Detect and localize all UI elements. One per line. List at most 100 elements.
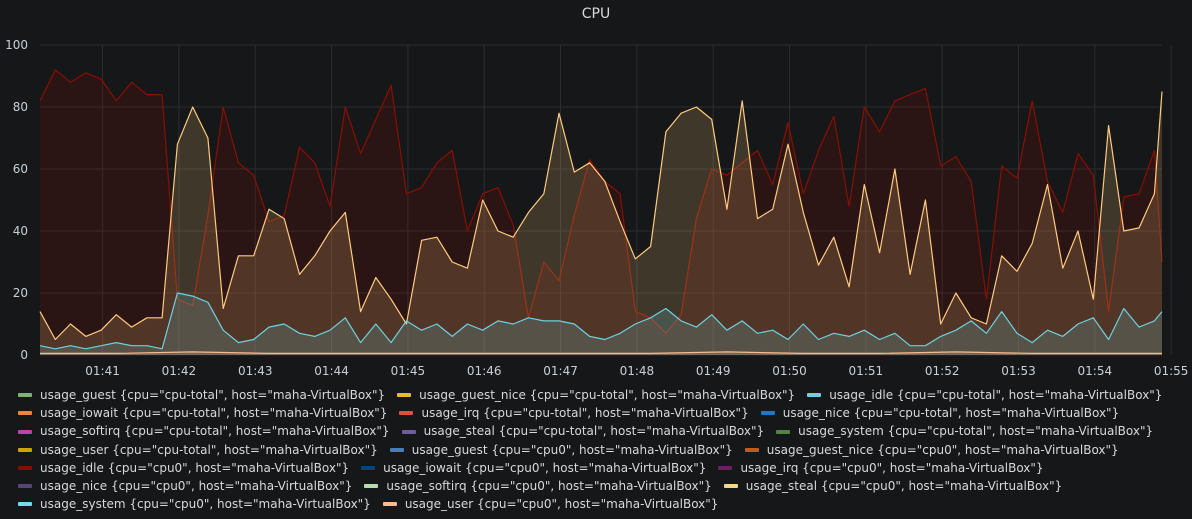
y-axis: 0 20 40 60 80 100 [5, 38, 28, 362]
legend-swatch [364, 484, 379, 489]
x-tick-label: 01:49 [696, 364, 731, 378]
legend-item[interactable]: usage_iowait {cpu="cpu-total", host="mah… [18, 404, 387, 422]
x-tick-label: 01:43 [238, 364, 273, 378]
legend-item[interactable]: usage_nice {cpu="cpu0", host="maha-Virtu… [18, 477, 352, 495]
legend-label: usage_guest {cpu="cpu0", host="maha-Virt… [411, 442, 733, 457]
x-tick-label: 01:47 [543, 364, 578, 378]
legend-item[interactable]: usage_iowait {cpu="cpu0", host="maha-Vir… [361, 459, 706, 477]
series-line-1[interactable] [39, 91, 1163, 341]
series-line-3[interactable] [40, 351, 1162, 354]
series-area-0 [40, 69, 1162, 356]
legend-swatch [401, 429, 416, 434]
legend-item[interactable]: usage_steal {cpu="cpu-total", host="maha… [401, 422, 765, 440]
legend-item[interactable]: usage_user {cpu="cpu-total", host="maha-… [18, 441, 378, 459]
legend-swatch [776, 429, 791, 434]
legend-swatch [397, 393, 412, 398]
legend-swatch [760, 411, 775, 416]
x-tick-label: 01:52 [925, 364, 960, 378]
legend-swatch [389, 447, 404, 452]
legend-swatch [18, 465, 32, 470]
legend-label: usage_system {cpu="cpu0", host="maha-Vir… [40, 497, 371, 512]
series-area-1 [40, 91, 1162, 355]
legend-swatch [18, 411, 32, 416]
x-tick-label: 01:48 [620, 364, 655, 378]
legend-label: usage_steal {cpu="cpu0", host="maha-Virt… [745, 479, 1063, 494]
legend-swatch [18, 393, 32, 398]
legend-item[interactable]: usage_softirq {cpu="cpu-total", host="ma… [18, 422, 390, 440]
legend-item[interactable]: usage_system {cpu="cpu0", host="maha-Vir… [18, 495, 371, 513]
legend-label: usage_softirq {cpu="cpu0", host="maha-Vi… [386, 479, 712, 494]
legend-label: usage_guest_nice {cpu="cpu-total", host=… [419, 388, 796, 402]
legend-row: usage_idle {cpu="cpu0", host="maha-Virtu… [18, 459, 1188, 477]
legend-row: usage_system {cpu="cpu0", host="maha-Vir… [18, 495, 1188, 513]
legend-item[interactable]: usage_steal {cpu="cpu0", host="maha-Virt… [723, 477, 1063, 495]
legend-item[interactable]: usage_idle {cpu="cpu0", host="maha-Virtu… [18, 459, 349, 477]
x-tick-label: 01:42 [162, 364, 197, 378]
series-area-2 [40, 293, 1162, 355]
series-layer [39, 69, 1163, 356]
chart-grid [40, 44, 1172, 356]
legend-label: usage_idle {cpu="cpu-total", host="maha-… [829, 388, 1163, 402]
legend-swatch [18, 484, 32, 489]
legend-item[interactable]: usage_guest_nice {cpu="cpu-total", host=… [397, 386, 795, 404]
x-axis: 01:41 01:42 01:43 01:44 01:45 01:46 01:47 01:48… [85, 364, 1188, 378]
y-tick-label: 60 [13, 162, 28, 176]
legend-swatch [361, 465, 376, 470]
legend-label: usage_steal {cpu="cpu-total", host="maha… [423, 424, 765, 439]
y-tick-label: 20 [13, 286, 28, 300]
legend-item[interactable]: usage_softirq {cpu="cpu0", host="maha-Vi… [364, 477, 712, 495]
legend-item[interactable]: usage_nice {cpu="cpu-total", host="maha-… [760, 404, 1120, 422]
legend-label: usage_iowait {cpu="cpu0", host="maha-Vir… [383, 460, 707, 475]
legend-row: usage_softirq {cpu="cpu-total", host="ma… [18, 422, 1188, 440]
legend-item[interactable]: usage_idle {cpu="cpu-total", host="maha-… [807, 386, 1162, 404]
legend-row: usage_guest {cpu="cpu-total", host="maha… [18, 386, 1188, 404]
x-tick-label: 01:55 [1154, 364, 1189, 378]
legend-label: usage_iowait {cpu="cpu-total", host="mah… [40, 406, 388, 421]
legend-item[interactable]: usage_user {cpu="cpu0", host="maha-Virtu… [382, 495, 719, 513]
x-tick-label: 01:41 [85, 364, 120, 378]
legend-row: usage_iowait {cpu="cpu-total", host="mah… [18, 404, 1188, 422]
legend-item[interactable]: usage_system {cpu="cpu-total", host="mah… [776, 422, 1153, 440]
legend-item[interactable]: usage_irq {cpu="cpu0", host="maha-Virtua… [718, 459, 1044, 477]
legend-swatch [807, 393, 822, 398]
y-tick-label: 80 [13, 100, 28, 114]
legend-label: usage_user {cpu="cpu0", host="maha-Virtu… [404, 497, 719, 512]
y-tick-label: 40 [13, 224, 28, 238]
x-tick-label: 01:45 [391, 364, 426, 378]
legend-label: usage_idle {cpu="cpu0", host="maha-Virtu… [40, 460, 350, 475]
legend-label: usage_guest_nice {cpu="cpu0", host="maha… [766, 442, 1119, 457]
legend-item[interactable]: usage_guest_nice {cpu="cpu0", host="maha… [744, 441, 1119, 459]
legend-label: usage_user {cpu="cpu-total", host="maha-… [40, 442, 378, 457]
legend-swatch [18, 502, 32, 507]
legend-swatch [382, 502, 397, 507]
legend-label: usage_guest {cpu="cpu-total", host="maha… [40, 388, 386, 402]
legend-row: usage_user {cpu="cpu-total", host="maha-… [18, 441, 1188, 459]
x-tick-label: 01:51 [849, 364, 884, 378]
legend-item[interactable]: usage_irq {cpu="cpu-total", host="maha-V… [399, 404, 749, 422]
legend-swatch [723, 484, 738, 489]
legend-label: usage_nice {cpu="cpu-total", host="maha-… [782, 406, 1120, 421]
x-tick-label: 01:46 [467, 364, 502, 378]
legend: usage_guest {cpu="cpu-total", host="maha… [18, 386, 1188, 513]
legend-label: usage_irq {cpu="cpu0", host="maha-Virtua… [740, 460, 1044, 475]
legend-item[interactable]: usage_guest {cpu="cpu-total", host="maha… [18, 386, 385, 404]
series-line-2[interactable] [39, 292, 1163, 350]
x-tick-label: 01:53 [1001, 364, 1036, 378]
legend-swatch [18, 429, 32, 434]
legend-swatch [744, 447, 759, 452]
legend-label: usage_softirq {cpu="cpu-total", host="ma… [40, 424, 390, 439]
legend-swatch [18, 447, 32, 452]
x-tick-label: 01:44 [314, 364, 349, 378]
y-tick-label: 0 [20, 348, 28, 362]
legend-swatch [399, 411, 414, 416]
legend-item[interactable]: usage_guest {cpu="cpu0", host="maha-Virt… [389, 441, 733, 459]
legend-label: usage_nice {cpu="cpu0", host="maha-Virtu… [40, 479, 353, 494]
panel-title[interactable]: CPU [581, 6, 611, 22]
legend-swatch [718, 465, 733, 470]
legend-row: usage_nice {cpu="cpu0", host="maha-Virtu… [18, 477, 1188, 495]
legend-label: usage_system {cpu="cpu-total", host="mah… [798, 424, 1154, 439]
x-tick-label: 01:54 [1078, 364, 1113, 378]
y-tick-label: 100 [5, 38, 28, 52]
legend-label: usage_irq {cpu="cpu-total", host="maha-V… [421, 406, 749, 421]
